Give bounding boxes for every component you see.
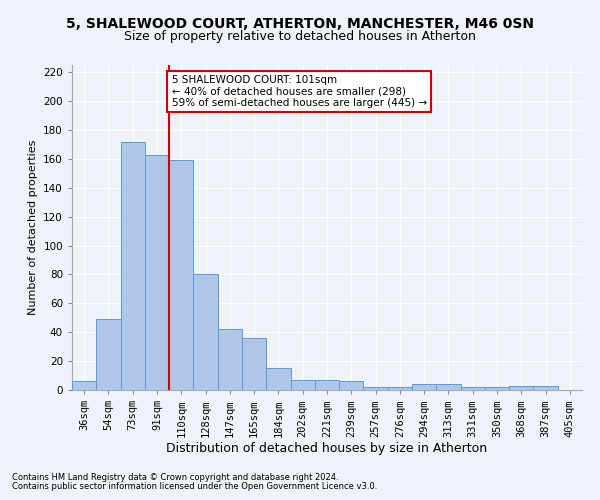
Bar bbox=[485, 387, 509, 390]
Bar bbox=[169, 160, 193, 390]
Bar bbox=[96, 319, 121, 390]
Bar bbox=[290, 380, 315, 390]
Y-axis label: Number of detached properties: Number of detached properties bbox=[28, 140, 38, 315]
Bar bbox=[266, 368, 290, 390]
Bar bbox=[121, 142, 145, 390]
Bar bbox=[218, 330, 242, 390]
Bar bbox=[412, 384, 436, 390]
Bar bbox=[436, 384, 461, 390]
Bar bbox=[242, 338, 266, 390]
Bar bbox=[145, 154, 169, 390]
Bar bbox=[364, 387, 388, 390]
Text: 5 SHALEWOOD COURT: 101sqm
← 40% of detached houses are smaller (298)
59% of semi: 5 SHALEWOOD COURT: 101sqm ← 40% of detac… bbox=[172, 75, 427, 108]
Bar bbox=[388, 387, 412, 390]
Bar bbox=[461, 387, 485, 390]
Bar bbox=[509, 386, 533, 390]
Bar bbox=[72, 382, 96, 390]
Text: Contains HM Land Registry data © Crown copyright and database right 2024.: Contains HM Land Registry data © Crown c… bbox=[12, 474, 338, 482]
Bar bbox=[315, 380, 339, 390]
X-axis label: Distribution of detached houses by size in Atherton: Distribution of detached houses by size … bbox=[166, 442, 488, 455]
Text: 5, SHALEWOOD COURT, ATHERTON, MANCHESTER, M46 0SN: 5, SHALEWOOD COURT, ATHERTON, MANCHESTER… bbox=[66, 18, 534, 32]
Text: Size of property relative to detached houses in Atherton: Size of property relative to detached ho… bbox=[124, 30, 476, 43]
Text: Contains public sector information licensed under the Open Government Licence v3: Contains public sector information licen… bbox=[12, 482, 377, 491]
Bar bbox=[533, 386, 558, 390]
Bar bbox=[339, 382, 364, 390]
Bar bbox=[193, 274, 218, 390]
